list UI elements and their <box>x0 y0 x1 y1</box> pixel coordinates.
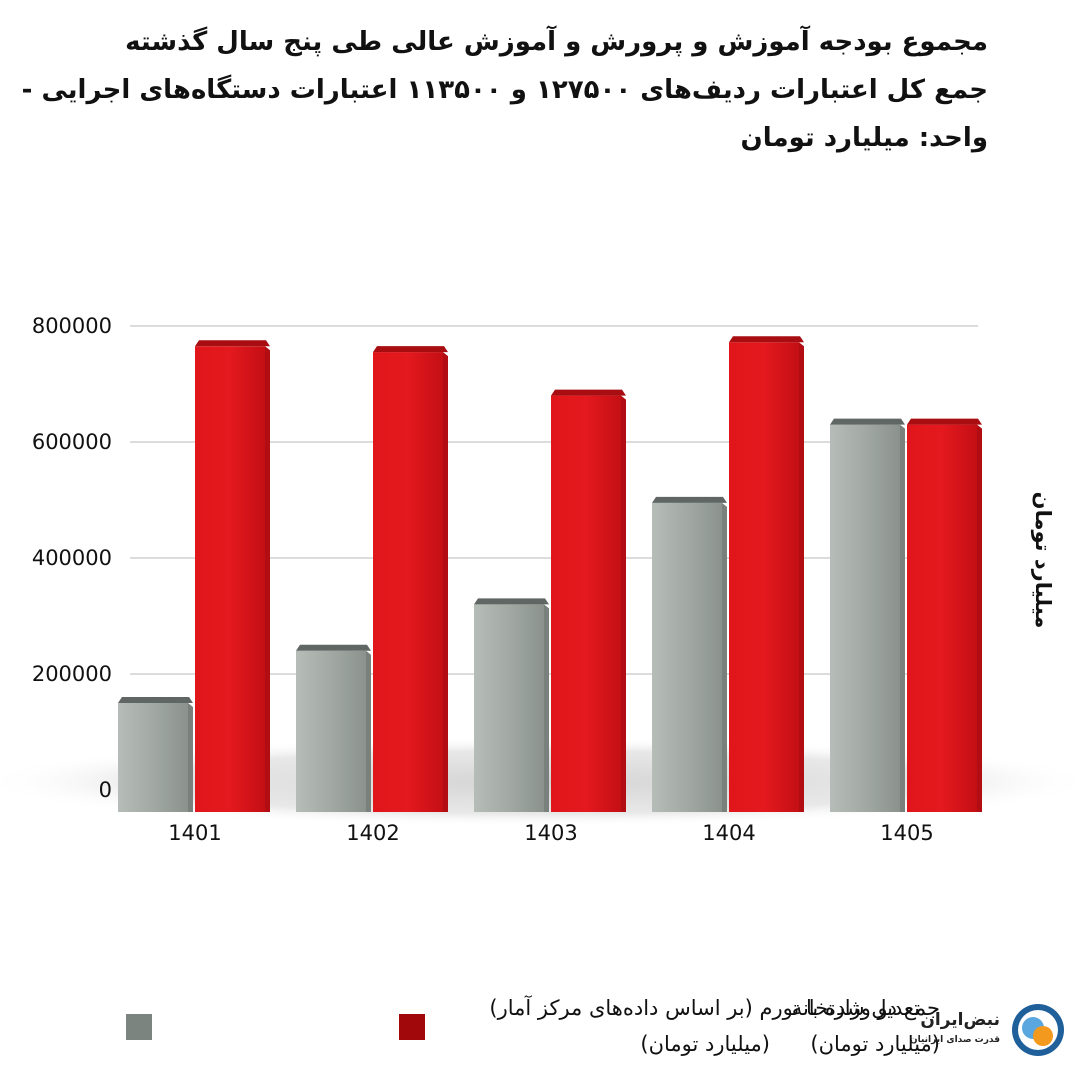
legend-swatch-red <box>399 1014 425 1040</box>
chart-title: مجموع بودجه آموزش و پرورش و آموزش عالی ط… <box>22 18 988 162</box>
bar-red-1401 <box>195 340 270 812</box>
bar-red-1404 <box>729 336 804 812</box>
nabz-iran-logo-icon <box>1012 1004 1064 1056</box>
x-tick-label-1402: 1402 <box>346 821 399 845</box>
y-tick-label: 400000 <box>32 546 112 570</box>
y-tick-label: 200000 <box>32 662 112 686</box>
y-tick-label: 600000 <box>32 430 112 454</box>
y-tick-label: 0 <box>99 778 112 802</box>
legend-item-red: تعدیل شده با تورم (بر اساس داده‌های مرکز… <box>489 990 920 1062</box>
bar-gray-1404 <box>652 496 727 812</box>
legend-red-line1: تعدیل شده با تورم (بر اساس داده‌های مرکز… <box>489 996 920 1020</box>
x-tick-label-1405: 1405 <box>880 821 933 845</box>
x-tick-label-1401: 1401 <box>168 821 221 845</box>
bar-red-1402 <box>373 346 448 812</box>
bar-gray-1402 <box>296 644 371 812</box>
bar-red-1405 <box>907 418 982 812</box>
bar-gray-1405 <box>830 418 905 812</box>
x-tick-label-1404: 1404 <box>702 821 755 845</box>
title-line-2: جمع کل اعتبارات ردیف‌های ۱۲۷۵۰۰ و ۱۱۳۵۰۰… <box>21 75 988 105</box>
title-line-3: واحد: میلیارد تومان <box>740 123 988 153</box>
title-line-1: مجموع بودجه آموزش و پرورش و آموزش عالی ط… <box>125 27 988 57</box>
x-tick-label-1403: 1403 <box>524 821 577 845</box>
legend-gray-line1: جمع دو وزارتخانه <box>791 996 940 1020</box>
logo-name: نبض‌ایران <box>920 1010 1000 1030</box>
legend-gray-line2: (میلیارد تومان) <box>810 1032 940 1056</box>
logo-tagline: قدرت صدای ایرانیان <box>909 1035 1000 1045</box>
bar-chart: 0 200000 400000 600000 800000 1401 1402 1403 14… <box>0 314 1080 845</box>
bar-gray-1403 <box>474 598 549 812</box>
legend-swatch-gray <box>126 1014 152 1040</box>
y-tick-label: 800000 <box>32 314 112 338</box>
bar-gray-1401 <box>118 697 193 812</box>
brand-logo: نبض‌ایران قدرت صدای ایرانیان <box>910 1000 1070 1060</box>
legend-item-gray: جمع دو وزارتخانه (میلیارد تومان) <box>792 990 940 1062</box>
legend-red-line2: (میلیارد تومان) <box>640 1032 770 1056</box>
y-axis-title: میلیارد تومان <box>1031 491 1055 629</box>
bar-red-1403 <box>551 389 626 812</box>
